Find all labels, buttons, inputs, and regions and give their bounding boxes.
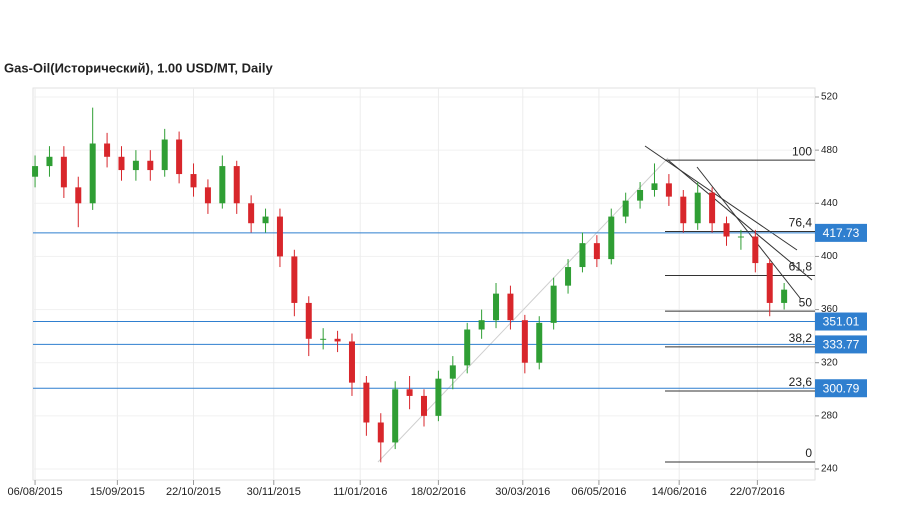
candle-body <box>608 216 615 260</box>
candle-body <box>46 156 53 167</box>
candle-body <box>104 143 111 157</box>
candle-body <box>161 139 168 171</box>
candle-body <box>276 216 283 257</box>
candle-body <box>593 243 600 260</box>
fib-label: 38,2 <box>789 331 813 345</box>
candle-body <box>132 160 139 171</box>
price-tag <box>815 312 867 331</box>
x-tick-label: 11/01/2016 <box>333 486 387 498</box>
candle-body <box>737 236 744 238</box>
x-tick-label: 14/06/2016 <box>652 486 707 498</box>
candle-body <box>478 320 485 330</box>
fib-label: 76,4 <box>789 216 813 230</box>
x-tick-label: 30/03/2016 <box>495 486 550 498</box>
candle-body <box>204 187 211 204</box>
candle-body <box>565 267 572 286</box>
candle-body <box>291 256 298 303</box>
candle-body <box>579 243 586 268</box>
candle-body <box>781 289 788 303</box>
candle-body <box>680 196 687 224</box>
fib-label: 100 <box>792 144 812 158</box>
fib-label: 0 <box>805 446 812 460</box>
candle-body <box>248 203 255 224</box>
y-tick-label: 480 <box>821 145 838 156</box>
candle-body <box>334 338 341 342</box>
candle-body <box>622 200 629 217</box>
candle-body <box>752 236 759 264</box>
candle-body <box>536 322 543 363</box>
candle-body <box>435 378 442 416</box>
fib-label: 23,6 <box>789 375 813 389</box>
candle-body <box>60 156 67 188</box>
candle-body <box>75 187 82 204</box>
y-tick-label: 440 <box>821 198 838 209</box>
price-tag <box>815 379 867 398</box>
candle-body <box>320 338 327 340</box>
candle-body <box>190 174 197 188</box>
candle-body <box>521 320 528 363</box>
candle-body <box>694 192 701 224</box>
candle-body <box>147 160 154 171</box>
y-tick-label: 320 <box>821 357 838 368</box>
candle-body <box>32 166 39 177</box>
candle-body <box>406 389 413 396</box>
candle-body <box>637 190 644 201</box>
price-tag-label: 351.01 <box>823 315 860 329</box>
price-tag-label: 333.77 <box>823 338 860 352</box>
y-tick-label: 520 <box>821 92 838 103</box>
candle-body <box>219 166 226 204</box>
candle-body <box>723 223 730 237</box>
candle-body <box>262 216 269 224</box>
y-tick-label: 280 <box>821 410 838 421</box>
fib-label: 50 <box>799 295 813 309</box>
x-tick-label: 18/02/2016 <box>411 486 466 498</box>
candle-body <box>449 365 456 379</box>
y-tick-label: 360 <box>821 304 838 315</box>
trend-lines <box>377 145 813 463</box>
candle-body <box>363 382 370 423</box>
x-tick-label: 22/07/2016 <box>730 486 785 498</box>
candle-body <box>421 395 427 416</box>
candle-body <box>118 156 125 171</box>
fib-label: 61,8 <box>789 260 813 274</box>
price-tag <box>815 335 867 354</box>
candle-body <box>493 293 500 321</box>
candle-body <box>305 302 312 339</box>
candle-body <box>176 139 183 175</box>
x-tick-label: 15/09/2015 <box>90 486 145 498</box>
y-tick-label: 240 <box>821 464 838 475</box>
price-tag <box>815 223 867 242</box>
x-tick-label: 22/10/2015 <box>166 486 221 498</box>
x-tick-label: 06/08/2015 <box>8 486 63 498</box>
y-tick-label: 400 <box>821 251 838 262</box>
candle-body <box>665 183 672 197</box>
candle-body <box>392 389 399 443</box>
plot-area <box>32 87 816 481</box>
candle-body <box>233 166 240 204</box>
x-tick-label: 30/11/2015 <box>247 486 301 498</box>
candle-body <box>550 285 557 323</box>
x-tick-label: 06/05/2016 <box>571 486 626 498</box>
candle-body <box>348 341 355 383</box>
price-tag-label: 417.73 <box>823 226 860 240</box>
candle-body <box>651 183 658 190</box>
candle-body <box>89 143 96 204</box>
trend-line <box>667 159 813 281</box>
chart-title: Gas-Oil(Исторический), 1.00 USD/MT, Dail… <box>4 60 273 75</box>
candle-body <box>507 293 514 321</box>
candle-body <box>377 422 384 443</box>
price-tag-label: 300.79 <box>823 381 860 395</box>
candle-body <box>766 263 773 303</box>
candle-body <box>464 329 471 366</box>
candle-body <box>709 192 716 224</box>
